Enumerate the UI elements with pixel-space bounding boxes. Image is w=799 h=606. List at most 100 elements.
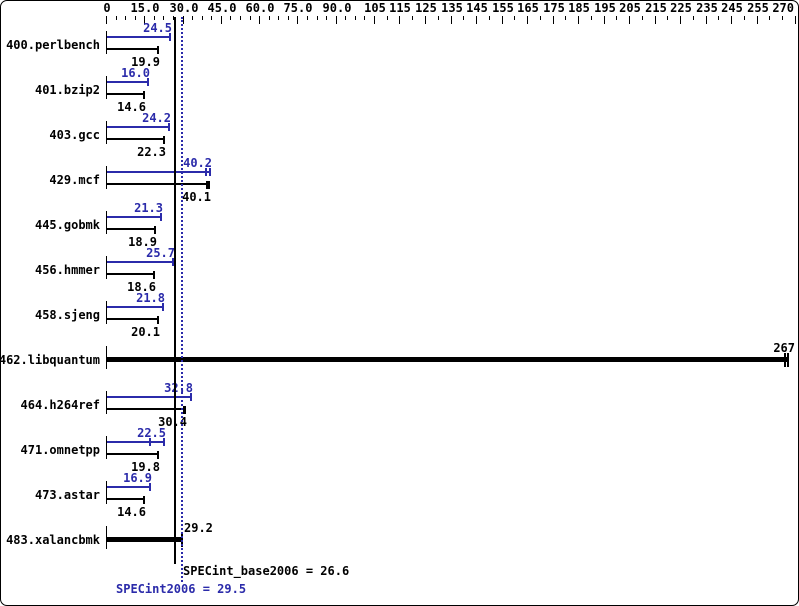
axis-minor-tick (125, 16, 126, 20)
base-bar (107, 453, 158, 455)
axis-minor-tick (307, 16, 308, 20)
bar-baseline (106, 301, 107, 324)
peak-bar (107, 396, 191, 398)
axis-tick-label: 60.0 (245, 1, 275, 15)
axis-minor-tick (163, 16, 164, 20)
combined-value-label: 267 (773, 341, 795, 355)
axis-minor-tick (192, 16, 193, 20)
peak-bar (107, 486, 150, 488)
combined-bar (107, 537, 182, 542)
axis-tick-label: 185 (568, 1, 590, 15)
axis-tick-label: 0 (103, 1, 111, 15)
axis-tick (144, 16, 145, 24)
peak-whisker (147, 78, 149, 86)
peak-value-label: 21.8 (136, 291, 165, 305)
benchmark-label: 429.mcf (49, 173, 100, 187)
axis-minor-tick (240, 16, 241, 20)
axis-tick-label: 155 (492, 1, 514, 15)
peak-whisker (160, 213, 162, 221)
base-value-label: 18.9 (128, 235, 157, 249)
benchmark-label: 403.gcc (49, 128, 100, 142)
base-value-label: 14.6 (117, 100, 146, 114)
base-score-text: SPECint_base2006 = 26.6 (183, 564, 350, 578)
axis-tick-label: 270 (772, 1, 794, 15)
bar-baseline (106, 166, 107, 189)
base-bar (107, 48, 158, 50)
axis-tick (655, 16, 656, 24)
base-whisker (157, 451, 159, 459)
axis-minor-tick (693, 16, 694, 20)
axis-tick (731, 16, 732, 24)
benchmark-label: 458.sjeng (34, 308, 100, 322)
axis-minor-tick (718, 16, 719, 20)
axis-minor-tick (355, 16, 356, 20)
axis-minor-tick (412, 16, 413, 20)
axis-tick-label: 205 (619, 1, 641, 15)
base-whisker (154, 226, 156, 234)
axis-tick-label: 245 (721, 1, 743, 15)
bar-baseline (106, 346, 107, 369)
peak-bar (107, 36, 170, 38)
axis-tick (451, 16, 452, 24)
base-value-label: 19.9 (131, 55, 160, 69)
axis-tick (553, 16, 554, 24)
peak-bar (107, 306, 163, 308)
peak-whisker (168, 123, 170, 131)
base-value-label: 20.1 (131, 325, 160, 339)
axis-minor-tick (364, 16, 365, 20)
peak-value-label: 24.5 (143, 21, 172, 35)
axis-tick (502, 16, 503, 24)
run-mark (149, 438, 151, 446)
base-bar (107, 408, 185, 410)
axis-tick (183, 16, 184, 24)
benchmark-label: 456.hmmer (34, 263, 100, 277)
base-bar (107, 318, 158, 320)
base-bar (107, 93, 144, 95)
axis-minor-tick (744, 16, 745, 20)
benchmark-label: 471.omnetpp (20, 443, 100, 457)
peak-whisker (149, 483, 151, 491)
peak-bar (107, 81, 148, 83)
run-mark (784, 353, 786, 367)
base-bar (107, 138, 164, 140)
base-whisker (163, 136, 165, 144)
base-value-label: 19.8 (131, 460, 160, 474)
bar-baseline (106, 436, 107, 459)
axis-tick (106, 16, 107, 24)
peak-whisker (190, 393, 192, 401)
base-value-label: 22.3 (137, 145, 166, 159)
axis-minor-tick (154, 16, 155, 20)
axis-minor-tick (463, 16, 464, 20)
base-value-label: 18.6 (127, 280, 156, 294)
axis-minor-tick (642, 16, 643, 20)
axis-tick (527, 16, 528, 24)
bar-baseline (106, 256, 107, 279)
axis-minor-tick (317, 16, 318, 20)
base-whisker (157, 46, 159, 54)
axis-tick-label: 75.0 (283, 1, 313, 15)
axis-tick-label: 30.0 (169, 1, 199, 15)
peak-value-label: 32.8 (164, 381, 193, 395)
peak-bar (107, 441, 164, 443)
peak-whisker (209, 168, 211, 176)
peak-bar (107, 261, 173, 263)
axis-minor-tick (769, 16, 770, 20)
base-whisker (143, 91, 145, 99)
peak-value-label: 22.5 (137, 426, 166, 440)
peak-whisker (169, 33, 171, 41)
axis-tick (374, 16, 375, 24)
axis-minor-tick (345, 16, 346, 20)
axis-tick (757, 16, 758, 24)
bar-whisker (787, 353, 789, 367)
combined-bar (107, 357, 788, 362)
run-mark (205, 168, 207, 176)
axis-tick (259, 16, 260, 24)
axis-tick (221, 16, 222, 24)
axis-minor-tick (540, 16, 541, 20)
base-whisker (157, 316, 159, 324)
peak-value-label: 21.3 (134, 201, 163, 215)
bar-baseline (106, 481, 107, 504)
axis-minor-tick (565, 16, 566, 20)
axis-tick-label: 45.0 (207, 1, 237, 15)
